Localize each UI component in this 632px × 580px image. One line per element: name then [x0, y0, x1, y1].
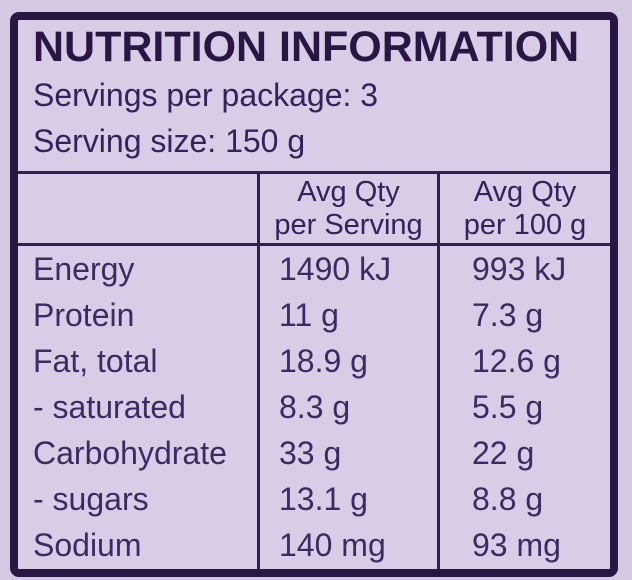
table-row-protein: Protein 11 g 7.3 g [18, 292, 610, 339]
row-value-per-serving: 8.3 g [257, 384, 437, 431]
row-value-per-serving: 18.9 g [257, 338, 437, 385]
row-label: - sugars [33, 481, 149, 518]
panel-header: NUTRITION INFORMATION Servings per packa… [18, 20, 610, 171]
header-cell-per-100g: Avg Qty per 100 g [437, 174, 610, 243]
row-value-per-100g: 7.3 g [437, 292, 610, 339]
row-label: Carbohydrate [33, 435, 227, 472]
row-value-per-100g: 22 g [437, 430, 610, 477]
row-label: Sodium [33, 527, 142, 564]
row-label: - saturated [33, 388, 186, 425]
table-header-row: Avg Qty per Serving Avg Qty per 100 g [18, 171, 610, 246]
row-value-per-serving: 1490 kJ [257, 246, 437, 293]
row-value-per-100g: 8.8 g [437, 476, 610, 523]
table-row-energy: Energy 1490 kJ 993 kJ [18, 246, 610, 293]
table-row-sodium: Sodium 140 mg 93 mg [18, 522, 610, 569]
header-cell-per-serving: Avg Qty per Serving [257, 174, 437, 243]
table-row-carbohydrate: Carbohydrate 33 g 22 g [18, 430, 610, 477]
row-value-per-100g: 993 kJ [437, 246, 610, 293]
nutrition-information-panel: NUTRITION INFORMATION Servings per packa… [10, 12, 618, 577]
row-value-per-100g: 5.5 g [437, 384, 610, 431]
table-row-fat-total: Fat, total 18.9 g 12.6 g [18, 338, 610, 385]
table-row-sugars: - sugars 13.1 g 8.8 g [18, 476, 610, 523]
table-row-saturated: - saturated 8.3 g 5.5 g [18, 384, 610, 431]
serving-size-line: Serving size: 150 g [33, 123, 306, 159]
nutrition-table: Avg Qty per Serving Avg Qty per 100 g En… [18, 171, 610, 569]
row-value-per-serving: 140 mg [257, 522, 437, 569]
row-value-per-serving: 11 g [257, 292, 437, 339]
row-value-per-serving: 13.1 g [257, 476, 437, 523]
panel-title: NUTRITION INFORMATION [33, 23, 580, 71]
row-label: Fat, total [33, 342, 158, 379]
panel-inner: NUTRITION INFORMATION Servings per packa… [18, 20, 610, 569]
header-per-100g-line2: per 100 g [463, 208, 587, 241]
row-value-per-100g: 12.6 g [437, 338, 610, 385]
header-cell-empty [18, 174, 257, 243]
header-per-serving-line2: per Serving [274, 208, 423, 241]
row-label: Energy [33, 250, 135, 287]
table-body: Energy 1490 kJ 993 kJ Protein 11 g 7.3 g… [18, 246, 610, 569]
row-label: Protein [33, 296, 135, 333]
header-per-100g-line1: Avg Qty [473, 175, 577, 208]
row-value-per-serving: 33 g [257, 430, 437, 477]
row-value-per-100g: 93 mg [437, 522, 610, 569]
servings-per-package-line: Servings per package: 3 [33, 77, 379, 113]
header-per-serving-line1: Avg Qty [297, 175, 400, 208]
